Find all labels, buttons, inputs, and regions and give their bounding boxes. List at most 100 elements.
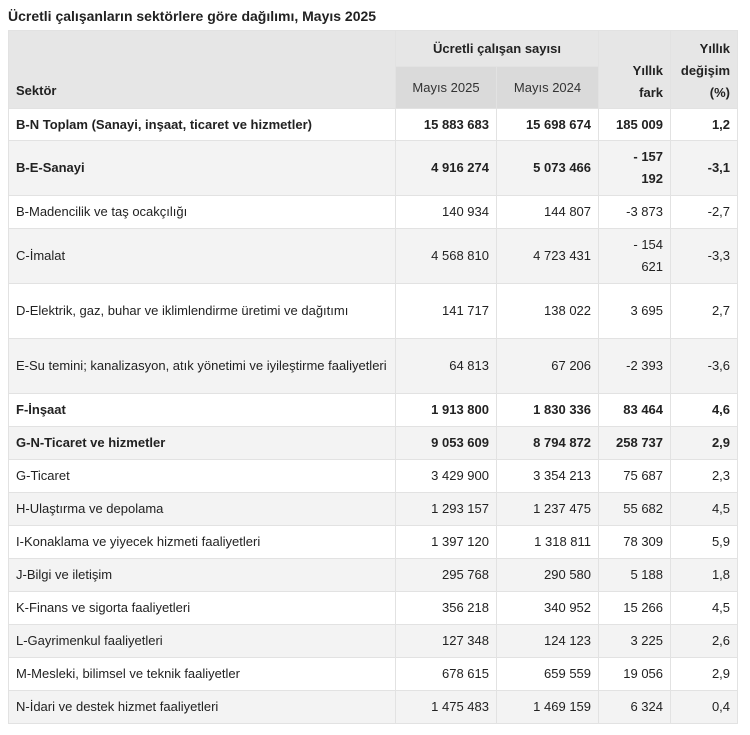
table-row: G-N-Ticaret ve hizmetler 9 053 609 8 794 8… [8, 426, 739, 460]
sector-cell: B-N Toplam (Sanayi, inşaat, ticaret ve h… [16, 116, 312, 132]
annual-change-cell: 4,5 [711, 501, 731, 516]
may-2024-cell: 67 206 [551, 358, 592, 373]
annual-change-cell: 1,8 [711, 567, 731, 582]
may-2025-cell: 3 429 900 [431, 468, 489, 483]
may-2025-cell: 678 615 [442, 666, 489, 681]
annual-diff-cell: 3 695 [630, 303, 664, 318]
annual-diff-cell: 3 225 [630, 633, 664, 648]
annual-change-cell: 5,9 [711, 534, 731, 549]
table-row: G-Ticaret 3 429 900 3 354 213 75 687 2,3 [8, 459, 739, 493]
header-annual-change: Yıllık değişim (%) [680, 41, 731, 100]
sector-cell: E-Su temini; kanalizasyon, atık yönetimi… [16, 358, 387, 373]
table-row: F-İnşaat 1 913 800 1 830 336 83 464 4,6 [8, 393, 739, 427]
may-2025-cell: 295 768 [442, 567, 489, 582]
annual-diff-cell: -3 873 [626, 204, 664, 219]
table-row: D-Elektrik, gaz, buhar ve iklimlendirme … [8, 283, 739, 339]
annual-diff-cell: 258 737 [616, 435, 664, 450]
may-2025-cell: 4 568 810 [431, 248, 489, 263]
table-row: E-Su temini; kanalizasyon, atık yönetimi… [8, 338, 739, 394]
sector-cell: D-Elektrik, gaz, buhar ve iklimlendirme … [16, 303, 349, 318]
may-2024-cell: 3 354 213 [533, 468, 592, 483]
annual-change-cell: -2,7 [707, 204, 731, 219]
sector-cell: I-Konaklama ve yiyecek hizmeti faaliyetl… [16, 534, 261, 549]
may-2025-cell: 1 475 483 [431, 699, 489, 714]
may-2025-cell: 1 913 800 [431, 402, 489, 417]
annual-diff-cell: 5 188 [630, 567, 664, 582]
annual-change-cell: 4,5 [711, 600, 731, 615]
annual-change-cell: -3,6 [707, 358, 731, 373]
table-row: I-Konaklama ve yiyecek hizmeti faaliyetl… [8, 525, 739, 559]
sector-cell: J-Bilgi ve iletişim [16, 567, 113, 582]
annual-diff-cell: - 154 621 [633, 237, 664, 274]
annual-diff-cell: 75 687 [623, 468, 664, 483]
annual-change-cell: 4,6 [711, 402, 731, 417]
may-2025-cell: 15 883 683 [423, 116, 489, 132]
may-2024-cell: 124 123 [544, 633, 592, 648]
may-2025-cell: 141 717 [442, 303, 489, 318]
annual-change-cell: 2,9 [711, 666, 731, 681]
may-2025-cell: 9 053 609 [431, 435, 489, 450]
annual-change-cell: 1,2 [711, 116, 731, 132]
annual-diff-cell: 19 056 [623, 666, 664, 681]
sector-cell: L-Gayrimenkul faaliyetleri [16, 633, 163, 648]
may-2024-cell: 144 807 [544, 204, 592, 219]
header-annual-diff: Yıllık fark [632, 63, 664, 100]
sector-cell: K-Finans ve sigorta faaliyetleri [16, 600, 191, 615]
table-row: C-İmalat 4 568 810 4 723 431 - 154 621 -3,3 [8, 228, 739, 284]
may-2024-cell: 1 830 336 [533, 402, 592, 417]
table-title: Ücretli çalışanların sektörlere göre dağ… [8, 8, 377, 24]
sector-cell: F-İnşaat [16, 402, 66, 417]
may-2024-cell: 290 580 [544, 567, 592, 582]
header-employee-count: Ücretli çalışan sayısı [394, 30, 600, 67]
may-2024-cell: 8 794 872 [533, 435, 592, 450]
annual-change-cell: 2,3 [711, 468, 731, 483]
sector-cell: G-N-Ticaret ve hizmetler [16, 435, 166, 450]
may-2024-cell: 15 698 674 [525, 116, 592, 132]
table-row: B-E-Sanayi 4 916 274 5 073 466 - 157 192 -3,… [8, 140, 739, 196]
annual-diff-cell: 78 309 [623, 534, 664, 549]
may-2024-cell: 5 073 466 [533, 160, 592, 175]
sector-cell: H-Ulaştırma ve depolama [16, 501, 164, 516]
annual-diff-cell: 15 266 [623, 600, 664, 615]
header-may-2024: Mayıs 2024 [495, 66, 600, 109]
sector-cell: M-Mesleki, bilimsel ve teknik faaliyetle… [16, 666, 240, 681]
table-row: N-İdari ve destek hizmet faaliyetleri 1 4… [8, 690, 739, 724]
annual-change-cell: 2,6 [711, 633, 731, 648]
table-row: J-Bilgi ve iletişim 295 768 290 580 5 188 1,… [8, 558, 739, 592]
may-2024-cell: 138 022 [544, 303, 592, 318]
sector-cell: G-Ticaret [16, 468, 70, 483]
table-row: H-Ulaştırma ve depolama 1 293 157 1 237 47… [8, 492, 739, 526]
may-2024-cell: 4 723 431 [533, 248, 592, 263]
may-2025-cell: 127 348 [442, 633, 489, 648]
may-2025-cell: 140 934 [442, 204, 489, 219]
employment-table: Sektör Ücretli çalışan sayısı Yıllık far… [8, 30, 739, 724]
annual-change-cell: 2,7 [711, 303, 731, 318]
sector-cell: B-E-Sanayi [16, 160, 85, 175]
annual-diff-cell: 55 682 [623, 501, 664, 516]
table-row: B-N Toplam (Sanayi, inşaat, ticaret ve h… [8, 108, 739, 141]
may-2024-cell: 1 469 159 [533, 699, 592, 714]
may-2024-cell: 1 318 811 [534, 534, 592, 549]
annual-change-cell: 2,9 [711, 435, 731, 450]
header-may-2025: Mayıs 2025 [395, 66, 497, 109]
sector-cell: N-İdari ve destek hizmet faaliyetleri [16, 699, 219, 714]
may-2025-cell: 1 397 120 [431, 534, 489, 549]
may-2025-cell: 1 293 157 [431, 501, 489, 516]
annual-diff-cell: 6 324 [630, 699, 664, 714]
annual-diff-cell: 185 009 [616, 116, 664, 132]
may-2024-cell: 659 559 [544, 666, 592, 681]
may-2025-cell: 64 813 [449, 358, 489, 373]
header-sector: Sektör [8, 30, 396, 109]
sector-cell: C-İmalat [16, 248, 66, 263]
annual-diff-cell: 83 464 [623, 402, 664, 417]
may-2024-cell: 340 952 [544, 600, 592, 615]
may-2025-cell: 4 916 274 [431, 160, 489, 175]
table-row: B-Madencilik ve taş ocakçılığı 140 934 144… [8, 195, 739, 229]
annual-diff-cell: -2 393 [626, 358, 664, 373]
annual-change-cell: -3,1 [707, 160, 731, 175]
table-row: L-Gayrimenkul faaliyetleri 127 348 124 123… [8, 624, 739, 658]
table-row: K-Finans ve sigorta faaliyetleri 356 218 3… [8, 591, 739, 625]
annual-diff-cell: - 157 192 [633, 149, 664, 186]
sector-cell: B-Madencilik ve taş ocakçılığı [16, 204, 188, 219]
annual-change-cell: -3,3 [707, 248, 731, 263]
